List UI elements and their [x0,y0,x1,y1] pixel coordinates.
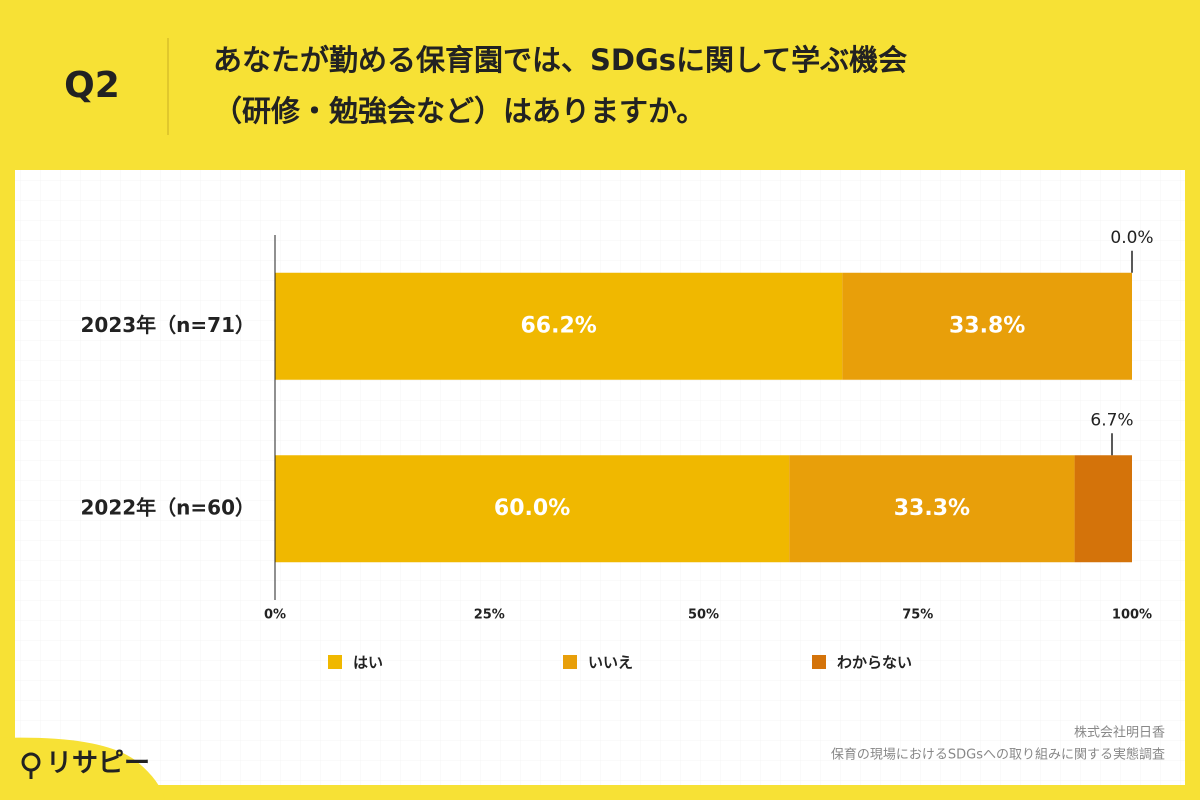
data-label: 33.8% [949,313,1025,338]
y-tick-label: 2022年（n=60） [81,495,256,519]
source: 保育の現場におけるSDGsへの取り組みに関する実態調査 [831,747,1165,763]
bar-segment [789,455,1075,563]
legend-swatch [328,655,342,669]
legend-swatch [812,655,826,669]
data-label: 6.7% [1090,410,1133,430]
data-label: 0.0% [1110,228,1153,248]
legend-label: はい [353,654,383,672]
data-label: 66.2% [521,313,597,338]
x-tick-label: 25% [474,608,505,623]
x-tick-label: 75% [902,608,933,623]
logo-blob [0,737,165,800]
bar-segment [275,272,843,380]
x-tick-label: 50% [688,608,719,623]
title: （研修・勉強会など）はありますか。 [213,94,705,128]
x-tick-label: 100% [1112,608,1152,623]
question-number: Q2 [64,65,120,106]
source: 株式会社明日香 [1074,725,1165,741]
title: あなたが勤める保育園では、SDGsに関して学ぶ機会 [213,43,907,77]
legend-label: わからない [837,654,912,672]
logo: リサピー [46,749,150,779]
legend-swatch [563,655,577,669]
bar-segment [1074,455,1132,563]
x-tick-label: 0% [264,608,286,623]
data-label: 33.3% [894,496,970,521]
bar-segment [842,272,1132,380]
data-label: 60.0% [494,496,570,521]
legend-label: いいえ [588,654,633,672]
bar-segment [275,455,790,563]
y-tick-label: 2023年（n=71） [81,313,256,337]
